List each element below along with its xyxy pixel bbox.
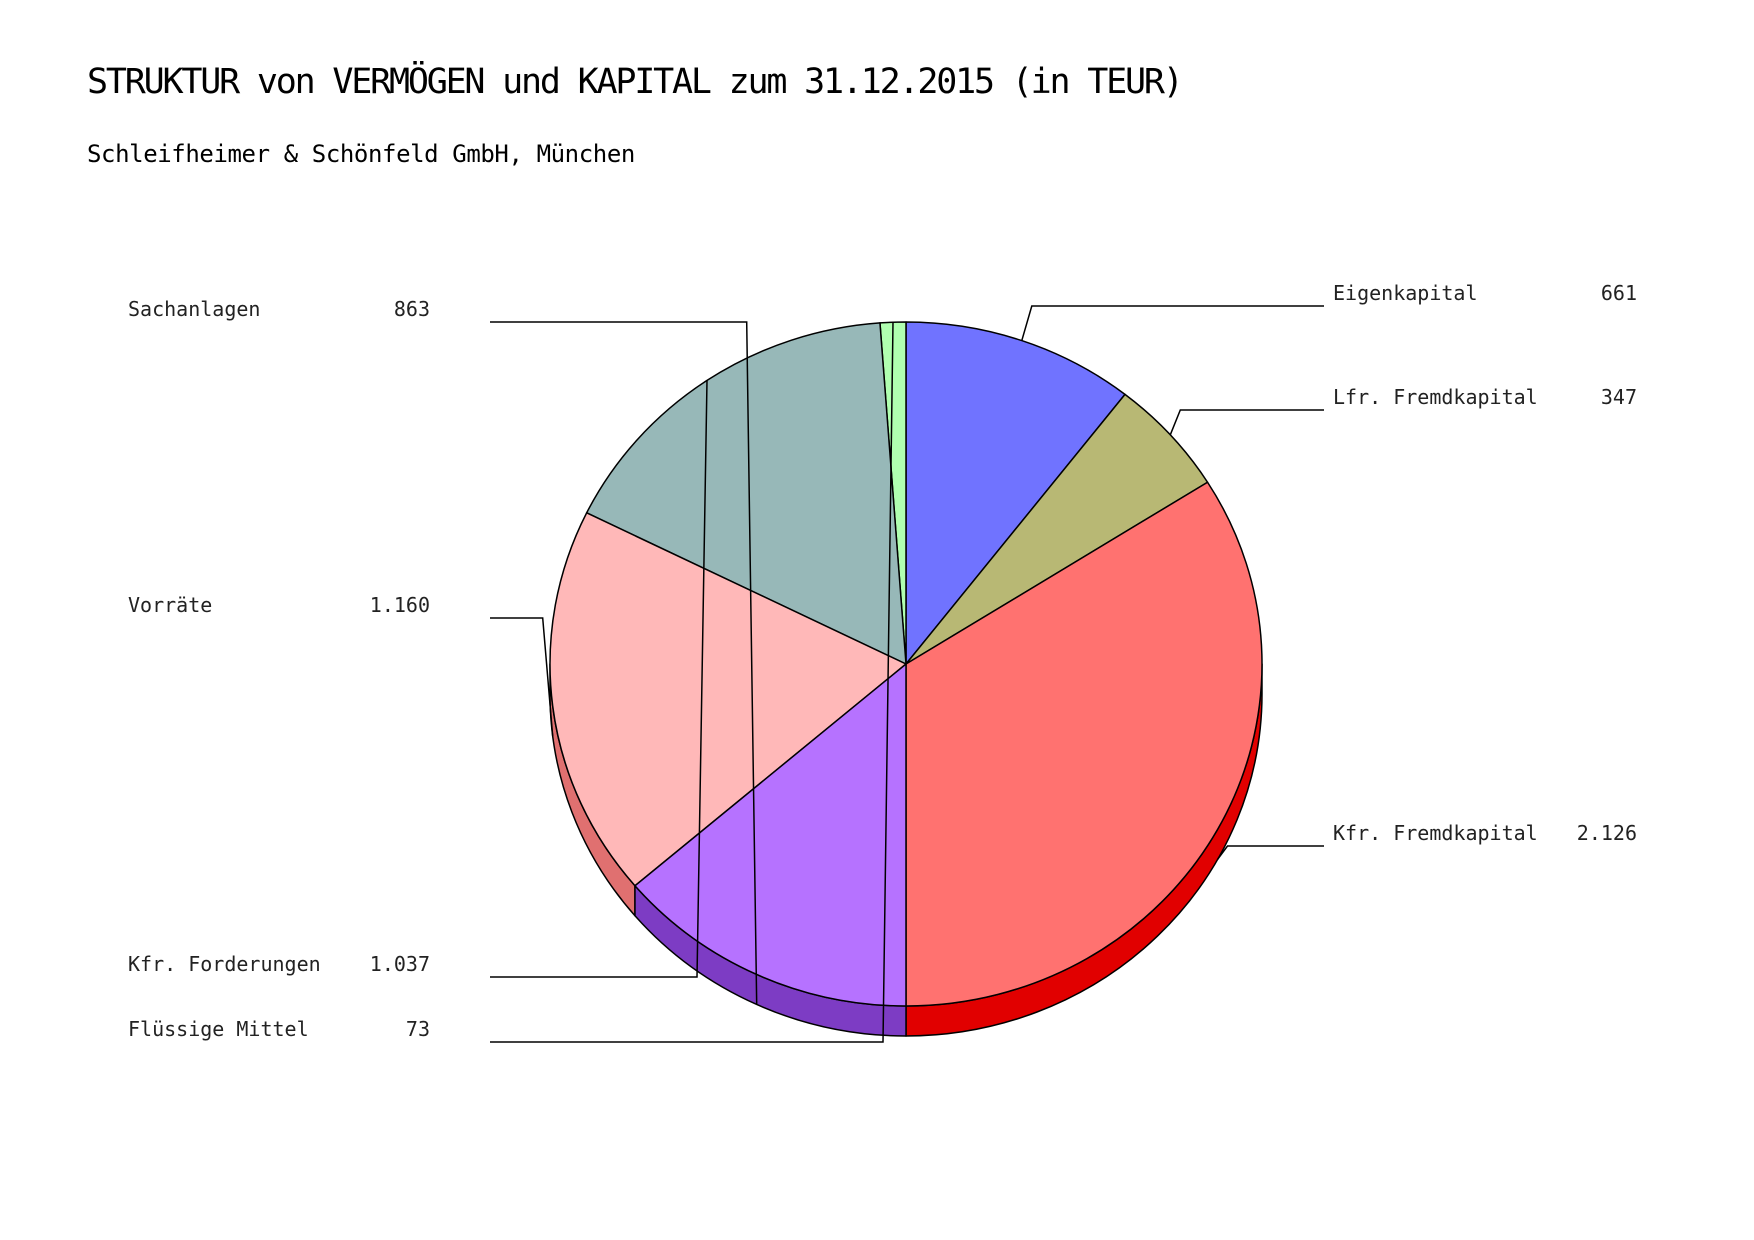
label-name-fluessige-mittel: Flüssige Mittel: [128, 1017, 309, 1041]
label-name-kfr-fremdkapital: Kfr. Fremdkapital: [1333, 821, 1538, 845]
label-name-eigenkapital: Eigenkapital: [1333, 281, 1478, 305]
label-value-kfr-forderungen: 1.037: [370, 952, 430, 976]
label-value-fluessige-mittel: 73: [406, 1017, 430, 1041]
leader-line-vorraete: [490, 617, 554, 737]
leader-line-eigenkapital: [1021, 305, 1324, 341]
label-name-kfr-forderungen: Kfr. Forderungen: [128, 952, 321, 976]
label-value-lfr-fremdkapital: 347: [1601, 385, 1637, 409]
leader-line-kfr-fremdkapital: [1216, 845, 1324, 860]
label-value-eigenkapital: 661: [1601, 281, 1637, 305]
label-name-sachanlagen: Sachanlagen: [128, 297, 260, 321]
label-value-sachanlagen: 863: [394, 297, 430, 321]
slice-kfr-fremdkapital: [905, 481, 1263, 1007]
leader-line-lfr-fremdkapital: [1169, 409, 1324, 436]
chart-subtitle: Schleifheimer & Schönfeld GmbH, München: [87, 140, 635, 168]
chart-title: STRUKTUR von VERMÖGEN und KAPITAL zum 31…: [87, 62, 1184, 102]
label-value-kfr-fremdkapital: 2.126: [1577, 821, 1637, 845]
label-value-vorraete: 1.160: [370, 593, 430, 617]
leader-line-sachanlagen: [490, 321, 758, 1005]
slice-vorraete: [549, 512, 907, 887]
leader-line-fluessige-mittel: [490, 322, 894, 1043]
label-name-lfr-fremdkapital: Lfr. Fremdkapital: [1333, 385, 1538, 409]
leader-line-kfr-forderungen: [490, 380, 708, 978]
label-name-vorraete: Vorräte: [128, 593, 212, 617]
